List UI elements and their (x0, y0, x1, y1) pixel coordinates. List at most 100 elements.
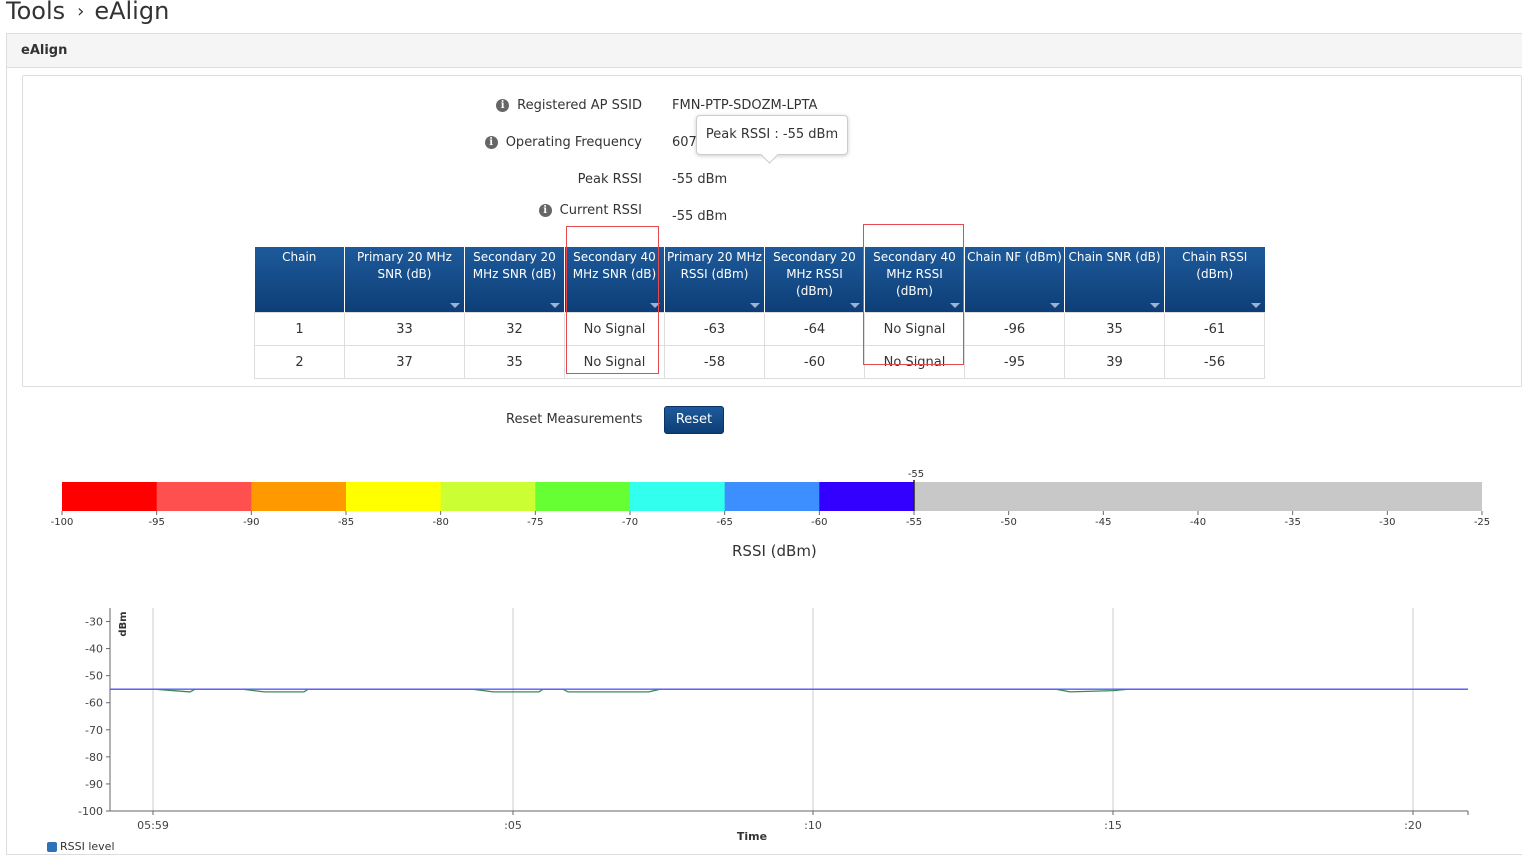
table-cell: 37 (344, 345, 465, 379)
table-cell: 39 (1064, 345, 1165, 379)
field-label: i Registered AP SSID (496, 98, 642, 113)
column-header-secondary40-snr[interactable]: Secondary 40 MHz SNR (dB) (564, 247, 665, 313)
column-header-chain-snr[interactable]: Chain SNR (dB) (1064, 247, 1165, 313)
y-tick-label: -100 (78, 805, 103, 818)
table-cell: -60 (764, 345, 865, 379)
table-cell: -64 (764, 312, 865, 346)
reset-button[interactable]: Reset (664, 406, 724, 434)
scale-tick-label: -60 (811, 517, 827, 528)
y-tick-label: -50 (85, 670, 103, 683)
scale-tick-label: -85 (338, 517, 354, 528)
sort-caret-icon[interactable] (450, 303, 460, 308)
field-label: i Current RSSI (538, 203, 642, 218)
field-value: -55 dBm (672, 172, 728, 187)
y-tick-label: -30 (85, 616, 103, 629)
table-cell: -63 (664, 312, 765, 346)
table-cell: No Signal (864, 345, 965, 379)
sort-caret-icon[interactable] (750, 303, 760, 308)
table-cell: -95 (964, 345, 1065, 379)
scale-segment (251, 482, 347, 511)
field-value: -55 dBm (672, 209, 728, 224)
scale-segment (819, 482, 915, 511)
table-cell: 33 (344, 312, 465, 346)
scale-marker-label: -55 (908, 469, 924, 480)
info-icon[interactable]: i (538, 204, 552, 217)
scale-tick-label: -50 (1000, 517, 1016, 528)
column-header-chain-rssi[interactable]: Chain RSSI (dBm) (1164, 247, 1265, 313)
scale-tick-label: -75 (527, 517, 543, 528)
scale-tick-label: -55 (906, 517, 922, 528)
table-cell: -56 (1164, 345, 1265, 379)
sort-caret-icon[interactable] (850, 303, 860, 308)
scale-tick-label: -45 (1095, 517, 1111, 528)
info-icon[interactable]: i (496, 99, 510, 112)
field-value: FMN-PTP-SDOZM-LPTA (672, 98, 818, 113)
reset-measurements-label: Reset Measurements (506, 412, 643, 427)
scale-tick-label: -40 (1190, 517, 1206, 528)
scale-inactive-segment (914, 482, 1482, 511)
x-tick-label: :05 (504, 819, 522, 832)
scale-tick-label: -95 (148, 517, 164, 528)
y-tick-label: -60 (85, 697, 103, 710)
scale-segment (440, 482, 536, 511)
column-header-chain[interactable]: Chain (254, 247, 345, 313)
column-header-secondary20-rssi[interactable]: Secondary 20 MHz RSSI (dBm) (764, 247, 865, 313)
highlight-box-secondary40-rssi (863, 224, 964, 365)
scale-segment (724, 482, 820, 511)
scale-tick-label: -70 (622, 517, 638, 528)
sort-caret-icon[interactable] (650, 303, 660, 308)
legend-label: RSSI level (60, 840, 115, 853)
legend-swatch (47, 841, 57, 852)
table-cell: -96 (964, 312, 1065, 346)
column-header-primary20-rssi[interactable]: Primary 20 MHz RSSI (dBm) (664, 247, 765, 313)
peak-rssi-tooltip: Peak RSSI : -55 dBm (696, 115, 848, 155)
table-cell: 35 (1064, 312, 1165, 346)
sort-caret-icon[interactable] (1250, 303, 1261, 308)
sort-caret-icon[interactable] (950, 303, 960, 308)
sort-caret-icon[interactable] (1150, 303, 1160, 308)
scale-tick-label: -65 (716, 517, 732, 528)
scale-tick-label: -35 (1284, 517, 1300, 528)
scale-tick-label: -30 (1379, 517, 1395, 528)
table-cell: 1 (254, 312, 345, 346)
info-icon[interactable]: i (484, 136, 498, 149)
rssi-line-chart: -30 -40 -50 -60 -70 -80 -90 -100 05:59:05:10:15… (78, 608, 1469, 843)
y-tick-label: -70 (85, 724, 103, 737)
x-tick-label: :15 (1104, 819, 1122, 832)
scale-tick-label: -25 (1474, 517, 1490, 528)
table-cell: 2 (254, 345, 345, 379)
field-label: Peak RSSI (577, 172, 642, 187)
y-tick-label: -90 (85, 778, 103, 791)
scale-segment (62, 482, 158, 511)
breadcrumb: Tools › eAlign (6, 0, 169, 28)
table-cell: No Signal (864, 312, 965, 346)
ealign-panel: eAlign (6, 33, 1522, 855)
table-cell: -61 (1164, 312, 1265, 346)
breadcrumb-current: eAlign (94, 0, 170, 25)
column-header-chain-nf[interactable]: Chain NF (dBm) (964, 247, 1065, 313)
sort-caret-icon[interactable] (550, 303, 560, 308)
x-tick-label: :20 (1404, 819, 1422, 832)
y-tick-label: -80 (85, 751, 103, 764)
scale-tick-label: -90 (243, 517, 259, 528)
column-header-primary20-snr[interactable]: Primary 20 MHz SNR (dB) (344, 247, 465, 313)
table-cell: -58 (664, 345, 765, 379)
y-axis-label: dBm (118, 611, 129, 636)
scale-segment (630, 482, 726, 511)
sort-caret-icon[interactable] (1050, 303, 1060, 308)
breadcrumb-separator-icon: › (77, 0, 85, 22)
field-label: i Operating Frequency (484, 135, 642, 150)
breadcrumb-parent[interactable]: Tools (6, 0, 66, 25)
column-header-secondary40-rssi[interactable]: Secondary 40 MHz RSSI (dBm) (864, 247, 965, 313)
column-header-secondary20-snr[interactable]: Secondary 20 MHz SNR (dB) (464, 247, 565, 313)
table-row: 2 37 35 No Signal -58 -60 No Signal -95 … (254, 345, 1265, 379)
scale-tick-label: -80 (432, 517, 448, 528)
panel-title: eAlign (7, 34, 1522, 68)
table-row: 1 33 32 No Signal -63 -64 No Signal -96 … (254, 312, 1265, 346)
highlight-box-secondary40-snr (566, 226, 659, 374)
scale-segment (156, 482, 252, 511)
x-axis-label: Time (737, 830, 767, 843)
chart-legend[interactable]: RSSI level (47, 840, 115, 853)
rssi-scale-bar: -55 -100 -95 -90 -85 -80 -75 -70 -65 -60 -55 -50 -4… (51, 469, 1491, 528)
scale-tick-label: -100 (51, 517, 74, 528)
